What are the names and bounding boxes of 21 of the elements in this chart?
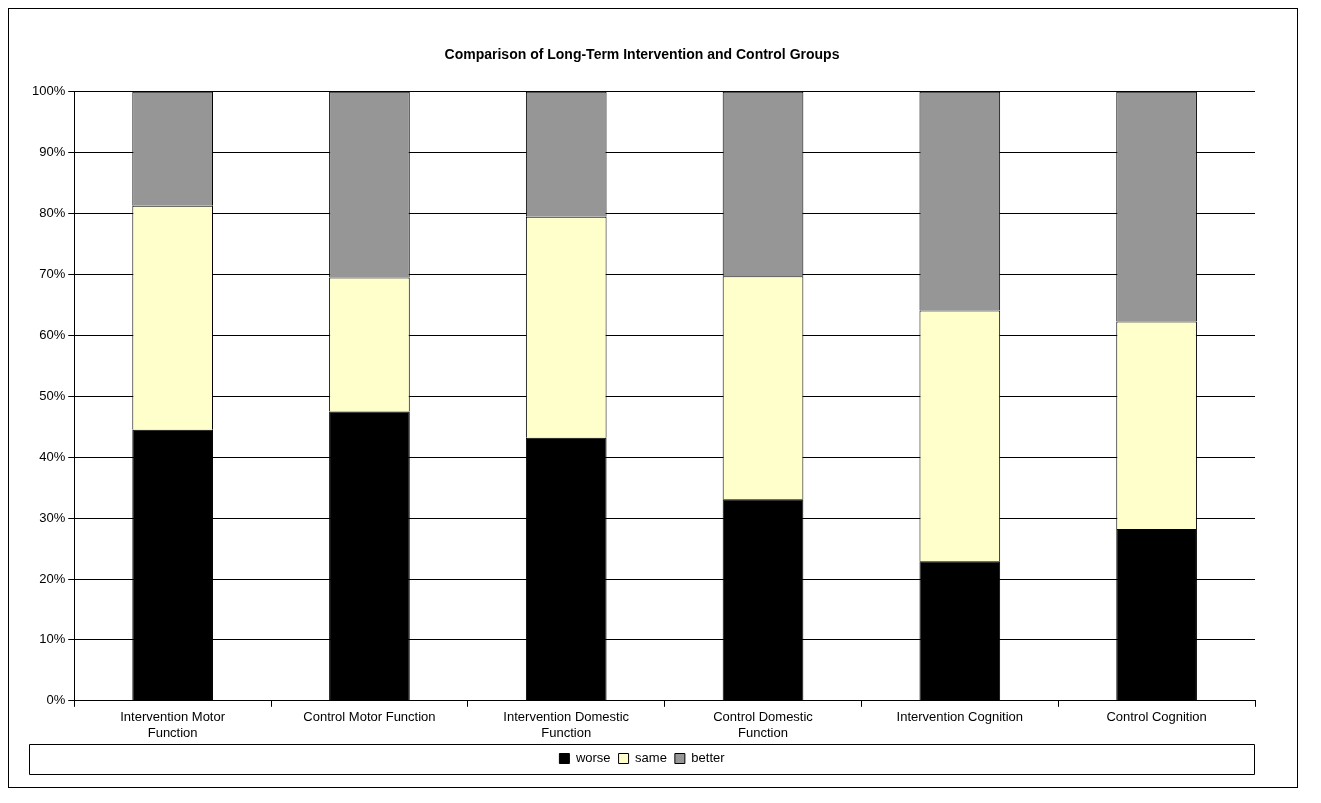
y-tick-label: 60% — [39, 326, 66, 342]
legend-label: worse — [574, 750, 611, 766]
x-tick-label: Intervention Domestic Function — [503, 709, 630, 740]
y-tick-label: 100% — [32, 83, 66, 99]
y-tick-label: 20% — [39, 570, 66, 586]
y-tick-label: 70% — [39, 266, 66, 282]
y-tick-label: 50% — [39, 387, 66, 403]
x-tick-label: Intervention Motor Function — [120, 709, 226, 740]
y-tick-label: 90% — [39, 144, 66, 160]
legend-label: better — [691, 750, 726, 766]
y-tick-label: 0% — [46, 692, 66, 708]
y-tick-label: 80% — [39, 205, 66, 221]
legend-label: same — [635, 750, 667, 766]
y-tick-label: 30% — [39, 509, 66, 525]
x-tick-label: Control Motor Function — [303, 709, 436, 725]
y-tick-label: 10% — [39, 631, 66, 647]
x-tick-label: Control Cognition — [1106, 709, 1207, 725]
x-tick-label: Intervention Cognition — [896, 709, 1024, 725]
x-tick-label: Control Domestic Function — [713, 709, 814, 740]
chart-title: Comparison of Long-Term Intervention and Control Groups — [444, 46, 840, 63]
y-tick-label: 40% — [39, 448, 66, 464]
